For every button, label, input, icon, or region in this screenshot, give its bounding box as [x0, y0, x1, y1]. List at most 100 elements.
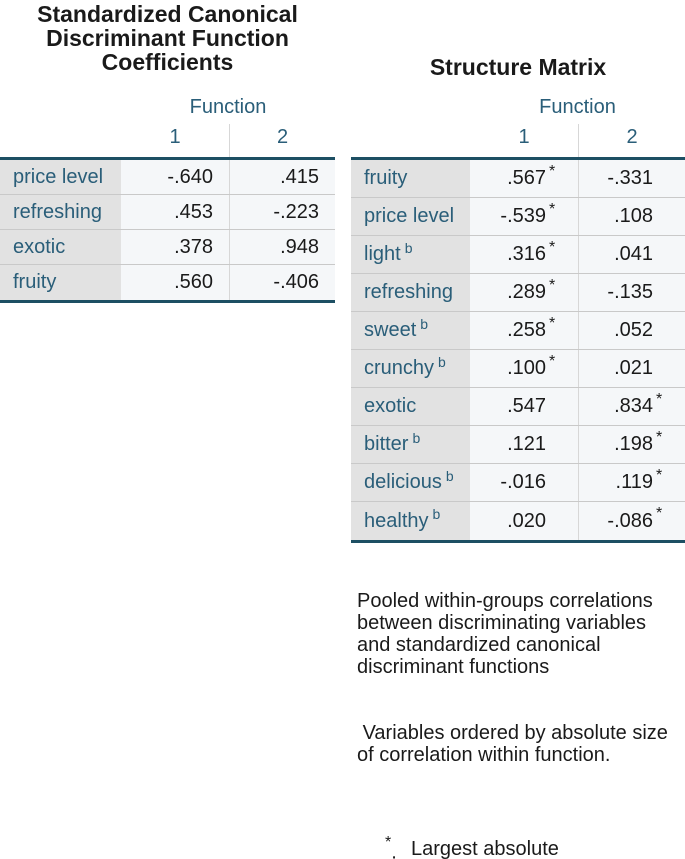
coefficient-value: .948: [280, 235, 319, 258]
row-label-superscript-b: b: [438, 353, 446, 370]
structure-matrix-title: Structure Matrix: [429, 54, 607, 80]
value-cell-function-1: .121: [470, 426, 578, 463]
row-label: delicious b: [351, 464, 470, 501]
value-cell-function-2: -.223: [229, 195, 335, 229]
row-label-text: light: [364, 243, 401, 265]
table-row: bitter b .121 .198 *: [351, 426, 685, 464]
coefficient-value: .100: [507, 357, 546, 379]
value-cell-function-1: .020: [470, 502, 578, 540]
value-cell-function-2: -.086 *: [578, 502, 685, 540]
value-cell-function-2: -.406: [229, 265, 335, 300]
function1-column-header: 1: [518, 126, 530, 148]
row-label-superscript-b: b: [432, 506, 441, 522]
coefficients-table: Standardized Canonical Discriminant Func…: [0, 0, 335, 303]
value-cell-function-2: .948: [229, 230, 335, 264]
row-label-text: refreshing: [13, 200, 102, 223]
coefficient-value: .052: [614, 319, 653, 341]
coefficient-value: .108: [614, 205, 653, 227]
coefficients-table-body: price level -.640 .415 refreshing .453 -.223 e…: [0, 160, 335, 300]
row-label-text: price level: [13, 165, 104, 188]
caption-paragraph-1: Pooled within-groups correlations betwee…: [357, 590, 659, 678]
value-cell-function-1: .378: [121, 230, 229, 264]
row-label-text: crunchy: [364, 357, 435, 379]
table-top-rule: [351, 157, 685, 160]
coefficients-table-title: Standardized Canonical Discriminant Func…: [37, 1, 298, 75]
coefficient-value: .198: [614, 433, 653, 455]
largest-correlation-asterisk: *: [549, 276, 556, 294]
table-row: exotic .378 .948: [0, 230, 335, 265]
row-label: fruity: [351, 160, 470, 197]
value-cell-function-1: -.539 *: [470, 198, 578, 235]
row-label-text: delicious: [364, 471, 442, 493]
largest-correlation-asterisk: *: [656, 466, 663, 484]
value-cell-function-2: -.331: [578, 160, 685, 197]
row-label-text: sweet: [364, 319, 417, 341]
table-row: price level -.640 .415: [0, 160, 335, 195]
largest-correlation-asterisk: *: [549, 352, 556, 370]
row-label: exotic: [351, 388, 470, 425]
value-cell-function-1: .100 *: [470, 350, 578, 387]
row-label-superscript-b: b: [412, 429, 421, 446]
structure-matrix-table: Structure Matrix Function 1 2 fruity .567…: [351, 0, 685, 859]
table-row: sweet b .258 * .052: [351, 312, 685, 350]
value-cell-function-1: .453: [121, 195, 229, 229]
table-row: light b .316 * .041: [351, 236, 685, 274]
value-cell-function-2: .021: [578, 350, 685, 387]
row-label-text: price level: [364, 205, 455, 227]
largest-correlation-asterisk: *: [549, 162, 556, 180]
table-bottom-rule: [0, 300, 335, 303]
value-cell-function-1: .560: [121, 265, 229, 300]
row-label-text: healthy: [364, 509, 429, 532]
value-cell-function-1: -.016: [470, 464, 578, 501]
coefficient-value: .560: [174, 271, 213, 293]
row-label-column-spacer: [0, 124, 121, 157]
footnote-text: Largest absolute correlation between eac…: [411, 838, 559, 859]
coefficient-value: -.135: [607, 281, 653, 303]
value-cell-function-2: .415: [229, 160, 335, 194]
row-label: crunchy b: [351, 350, 470, 387]
value-cell-function-2: -.135: [578, 274, 685, 311]
coefficient-value: .258: [507, 319, 546, 341]
table-row: crunchy b .100 * .021: [351, 350, 685, 388]
table-row: delicious b -.016 .119 *: [351, 464, 685, 502]
structure-matrix-body: fruity .567 * -.331 price level -.539 * .108 lig…: [351, 160, 685, 540]
table-row: refreshing .289 * -.135: [351, 274, 685, 312]
largest-correlation-asterisk: *: [549, 314, 556, 332]
coefficient-value: -.640: [167, 165, 213, 188]
row-label: fruity: [0, 265, 121, 300]
coefficient-value: .289: [507, 281, 546, 303]
coefficient-value: -.016: [500, 471, 546, 493]
row-label-column-spacer: [351, 124, 470, 157]
function2-column-header: 2: [578, 124, 685, 157]
row-label-text: fruity: [13, 271, 57, 293]
coefficient-value: -.223: [273, 200, 319, 223]
table-caption: Pooled within-groups correlations betwee…: [357, 546, 675, 810]
table-row: fruity .560 -.406: [0, 265, 335, 300]
coefficient-value: .415: [280, 165, 319, 188]
value-cell-function-1: .547: [470, 388, 578, 425]
coefficient-value: .041: [614, 243, 653, 265]
coefficient-value: .834: [614, 395, 653, 417]
value-cell-function-1: .258 *: [470, 312, 578, 349]
largest-correlation-asterisk: *: [549, 200, 556, 218]
row-label: bitter b: [351, 426, 470, 463]
coefficient-value: -.539: [500, 205, 546, 227]
row-label: healthy b: [351, 502, 470, 540]
coefficient-value: .121: [507, 433, 546, 455]
row-label: price level: [351, 198, 470, 235]
structure-matrix-header: Structure Matrix Function 1 2: [351, 0, 685, 160]
largest-correlation-asterisk: *: [656, 428, 663, 446]
column-headers: 1 2: [351, 124, 685, 157]
value-cell-function-1: .567 *: [470, 160, 578, 197]
value-cell-function-2: .198 *: [578, 426, 685, 463]
table-row: refreshing .453 -.223: [0, 195, 335, 230]
row-label-text: bitter: [364, 433, 409, 455]
row-label-text: fruity: [364, 167, 408, 189]
table-row: fruity .567 * -.331: [351, 160, 685, 198]
largest-correlation-asterisk: *: [656, 505, 663, 522]
coefficient-value: -.086: [607, 509, 653, 532]
row-label: exotic: [0, 230, 121, 264]
row-label: refreshing: [351, 274, 470, 311]
coefficient-value: .453: [174, 200, 213, 223]
